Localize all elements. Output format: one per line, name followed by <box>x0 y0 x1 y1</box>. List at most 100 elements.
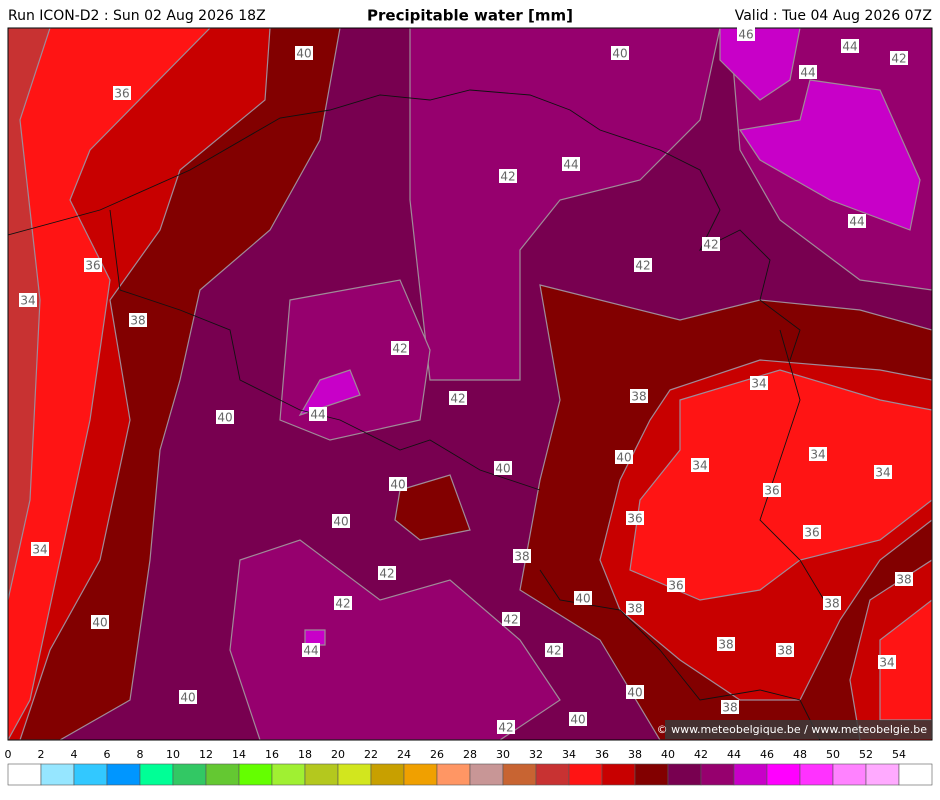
colorbar-swatch <box>601 763 636 786</box>
contour-label-box <box>667 578 685 592</box>
contour-label: 34 <box>875 466 890 480</box>
map-frame <box>7 27 933 741</box>
colorbar-swatch <box>238 763 273 786</box>
colorbar-swatch <box>832 763 867 786</box>
contour-label-box <box>630 389 648 403</box>
contour-label: 38 <box>718 638 733 652</box>
contour-label: 36 <box>114 87 129 101</box>
contour-label-box <box>750 376 768 390</box>
contour-label: 40 <box>217 411 232 425</box>
contour-label-box <box>378 566 396 580</box>
colorbar-tick-label: 38 <box>628 748 642 761</box>
colorbar-tick-label: 40 <box>661 748 675 761</box>
contour-label-box <box>91 615 109 629</box>
colorbar-tick-label: 14 <box>232 748 246 761</box>
colorbar-swatch <box>205 763 240 786</box>
contour-label-box <box>113 86 131 100</box>
contour-label: 42 <box>703 238 718 252</box>
colorbar-swatch <box>502 763 537 786</box>
contour-label-box <box>803 525 821 539</box>
colorbar-tick-label: 6 <box>104 748 111 761</box>
contour-label-box <box>449 391 467 405</box>
run-label: Run ICON-D2 : Sun 02 Aug 2026 18Z <box>8 8 266 24</box>
contour-label: 40 <box>612 47 627 61</box>
credit: © www.meteobelgique.be / www.meteobelgie… <box>657 723 928 736</box>
contour-label-box <box>545 643 563 657</box>
colorbar-swatch <box>40 763 75 786</box>
contour-label-box <box>874 465 892 479</box>
contour-label: 42 <box>500 170 515 184</box>
contour-label: 44 <box>303 644 318 658</box>
colorbar-tick-label: 48 <box>793 748 807 761</box>
colorbar-tick-label: 22 <box>364 748 378 761</box>
contour-label-box <box>497 720 515 734</box>
colorbar-tick-label: 30 <box>496 748 510 761</box>
contour-label: 42 <box>546 644 561 658</box>
contour-label-box <box>295 46 313 60</box>
contour-label-box <box>309 407 327 421</box>
contour-label-box <box>717 637 735 651</box>
contour-label-box <box>626 511 644 525</box>
contour-label: 36 <box>804 526 819 540</box>
contour-label-box <box>569 712 587 726</box>
colorbar-swatch <box>568 763 603 786</box>
contour-label: 36 <box>668 579 683 593</box>
contour-label: 38 <box>130 314 145 328</box>
contour-label: 38 <box>627 602 642 616</box>
contour-label: 38 <box>514 550 529 564</box>
contour-label-box <box>823 596 841 610</box>
contour-label: 34 <box>751 377 766 391</box>
contour-label-box <box>615 450 633 464</box>
colorbar-swatch <box>700 763 735 786</box>
contour-label: 40 <box>390 478 405 492</box>
contour-label-box <box>499 169 517 183</box>
colorbar-swatch <box>370 763 405 786</box>
colorbar-tick-label: 26 <box>430 748 444 761</box>
colorbar-tick-label: 2 <box>38 748 45 761</box>
valid-label: Valid : Tue 04 Aug 2026 07Z <box>735 8 932 24</box>
contour-label-box <box>502 612 520 626</box>
contour-label: 34 <box>20 294 35 308</box>
colorbar-swatch <box>667 763 702 786</box>
contour-label: 40 <box>180 691 195 705</box>
contour-label-box <box>702 237 720 251</box>
colorbar-tick-label: 18 <box>298 748 312 761</box>
contour-label: 40 <box>333 515 348 529</box>
colorbar-tick-label: 28 <box>463 748 477 761</box>
contour-label-box <box>574 591 592 605</box>
contour-label-box <box>841 39 859 53</box>
colorbar-swatch <box>865 763 900 786</box>
contour-label-box <box>737 27 755 41</box>
contour-label: 38 <box>896 573 911 587</box>
colorbar-tick-label: 32 <box>529 748 543 761</box>
colorbar-tick-label: 36 <box>595 748 609 761</box>
contour-label: 40 <box>495 462 510 476</box>
contour-label: 44 <box>849 215 864 229</box>
contour-label: 42 <box>635 259 650 273</box>
contour-label: 42 <box>335 597 350 611</box>
contour-labels: 40 40 46 44 42 44 36 44 42 44 42 42 36 34 38 42 34 38 42 44… <box>19 27 913 735</box>
colorbar-swatch <box>7 763 42 786</box>
contour-label-box <box>776 643 794 657</box>
colorbar-swatch <box>271 763 306 786</box>
contour-label: 44 <box>563 158 578 172</box>
colorbar-swatch <box>766 763 801 786</box>
colorbar-tick-label: 12 <box>199 748 213 761</box>
colorbar-swatch <box>799 763 834 786</box>
contour-label-box <box>494 461 512 475</box>
contour-label-box <box>216 410 234 424</box>
contour-label-box <box>84 258 102 272</box>
contour-label: 40 <box>92 616 107 630</box>
colorbar-tick-label: 24 <box>397 748 411 761</box>
contour-label-box <box>809 447 827 461</box>
colorbar-swatch <box>304 763 339 786</box>
credit-box <box>665 720 932 739</box>
contour-label: 34 <box>692 459 707 473</box>
colorbar-swatch <box>139 763 174 786</box>
map-title: Precipitable water [mm] <box>367 7 573 25</box>
contour-label: 40 <box>570 713 585 727</box>
colorbar-swatch <box>898 763 933 786</box>
contour-label: 46 <box>738 28 753 42</box>
contour-label-box <box>895 572 913 586</box>
